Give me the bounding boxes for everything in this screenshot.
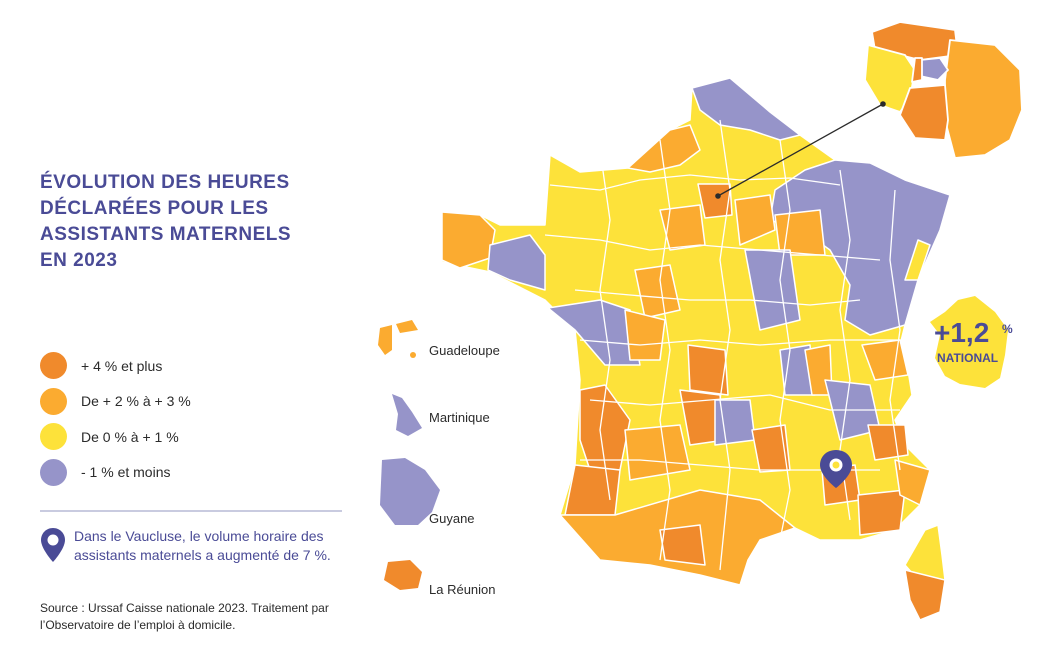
legend-swatch [40,352,67,380]
legend-label: De + 2 % à + 3 % [81,393,191,410]
map-pin-icon [41,528,65,562]
martinique-label: Martinique [429,410,490,425]
legend-item: De + 2 % à + 3 % [40,384,191,420]
region-hautes-alpes [867,424,909,461]
guadeloupe-label: Guadeloupe [429,343,500,358]
national-unit: % [1002,322,1013,336]
national-value: +1,2 [934,317,989,348]
corse-du-sud [904,568,946,621]
guyane-label: Guyane [429,511,475,526]
region-aube [774,209,826,256]
region-haut-rhin [904,239,931,281]
region-charente [624,309,666,361]
vaucluse-note: Dans le Vaucluse, le volume horaire des … [40,527,334,565]
inset-seine-et-marne [944,39,1023,159]
source-text: Source : Urssaf Caisse nationale 2023. T… [40,601,329,632]
national-minimap: +1,2 % NATIONAL [930,296,1013,388]
legend: + 4 % et plus De + 2 % à + 3 % De 0 % à … [40,348,191,490]
region-ariege [659,524,706,566]
legend-swatch [40,458,67,486]
region-loire-atlantique [547,299,641,366]
legend-label: + 4 % et plus [81,357,163,374]
national-label: NATIONAL [937,351,998,365]
legend-item: De 0 % à + 1 % [40,419,191,455]
region-correze [687,344,729,396]
legend-label: - 1 % et moins [81,464,171,481]
region-loiret [734,194,776,246]
mainland-france [441,77,951,586]
region-var [857,489,906,536]
legend-swatch [40,387,67,415]
inset-paris [919,57,949,81]
page-title: ÉVOLUTION DES HEURES DÉCLARÉES POUR LES … [40,172,292,271]
legend-label: De 0 % à + 1 % [81,428,179,445]
region-seine-maritime [627,124,701,173]
region-landes [564,464,621,516]
legend-swatch [40,423,67,451]
region-lot-et-garonne [624,424,691,481]
reunion-shape [384,560,422,590]
guyane-shape [380,458,440,525]
region-nievre [744,249,801,331]
region-vienne [634,264,681,319]
corsica [904,523,946,621]
legend-item: + 4 % et plus [40,348,191,384]
reunion-label: La Réunion [429,582,496,597]
note-text: Dans le Vaucluse, le volume horaire des … [74,528,331,563]
guadeloupe-shape [378,320,418,355]
martinique-shape [392,394,422,436]
divider [40,510,342,512]
legend-item: - 1 % et moins [40,455,191,491]
paris-inset [864,21,1023,159]
region-alpes-maritimes [894,459,931,506]
region-ille-et-vilaine [487,234,546,291]
inset-connector [715,101,886,199]
inset-hauts-de-seine [911,57,923,83]
overseas: Guadeloupe Martinique Guyane La Réunion [378,320,500,597]
region-grand-est [769,159,951,336]
inset-essonne [899,84,949,141]
vaucluse-pin [820,450,852,488]
national-france-shape [930,296,1008,388]
